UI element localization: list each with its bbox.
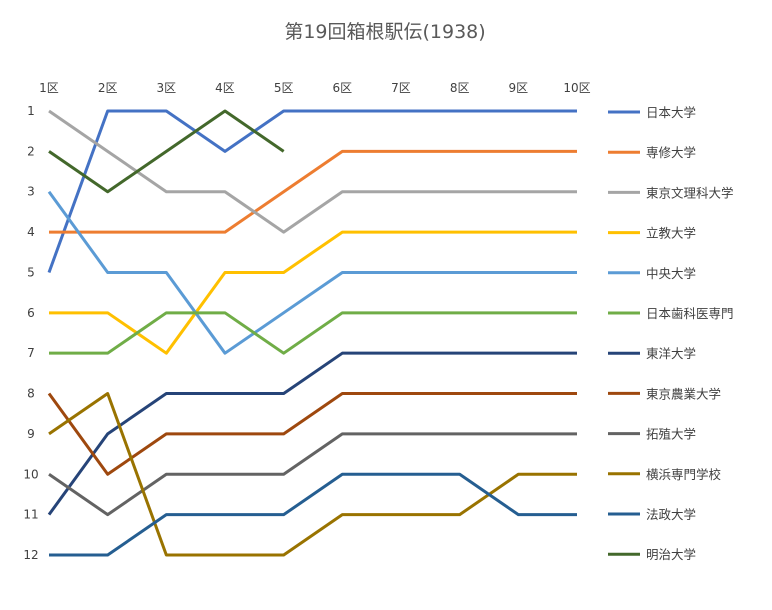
legend-item: 中央大学 bbox=[608, 266, 696, 281]
series-line bbox=[48, 432, 577, 517]
x-tick-label: 1区 bbox=[39, 81, 59, 95]
legend-label: 東洋大学 bbox=[646, 346, 696, 361]
legend-label: 東京文理科大学 bbox=[646, 185, 734, 200]
y-tick-label: 10 bbox=[23, 467, 38, 481]
series-line bbox=[48, 392, 577, 557]
series-lines bbox=[47, 109, 577, 557]
legend-item: 拓殖大学 bbox=[608, 427, 696, 442]
legend-label: 東京農業大学 bbox=[646, 386, 721, 401]
legend-item: 明治大学 bbox=[608, 547, 696, 562]
x-tick-label: 2区 bbox=[98, 81, 118, 95]
legend-item: 日本歯科医専門 bbox=[608, 306, 734, 321]
series-line bbox=[49, 311, 577, 355]
legend-label: 明治大学 bbox=[646, 547, 696, 562]
x-tick-label: 5区 bbox=[274, 81, 294, 95]
series-line bbox=[48, 109, 285, 194]
legend-label: 横浜専門学校 bbox=[646, 467, 722, 482]
series-line bbox=[47, 392, 577, 476]
series-line bbox=[47, 351, 577, 516]
x-tick-label: 9区 bbox=[509, 81, 529, 95]
legend-label: 日本歯科医専門 bbox=[646, 306, 734, 321]
legend-item: 東京農業大学 bbox=[608, 386, 721, 401]
legend: 日本大学専修大学東京文理科大学立教大学中央大学日本歯科医専門東洋大学東京農業大学… bbox=[608, 105, 734, 562]
x-tick-label: 6区 bbox=[333, 81, 353, 95]
legend-item: 東京文理科大学 bbox=[608, 185, 734, 200]
chart-title: 第19回箱根駅伝(1938) bbox=[284, 21, 485, 43]
x-tick-label: 3区 bbox=[157, 81, 177, 95]
x-tick-label: 8区 bbox=[450, 81, 470, 95]
legend-item: 専修大学 bbox=[608, 145, 696, 160]
legend-item: 東洋大学 bbox=[608, 346, 696, 361]
legend-item: 日本大学 bbox=[608, 105, 696, 120]
y-tick-label: 4 bbox=[27, 225, 35, 239]
x-tick-label: 4区 bbox=[215, 81, 235, 95]
series-line bbox=[49, 149, 577, 234]
y-tick-label: 12 bbox=[23, 548, 38, 562]
series-line bbox=[49, 472, 577, 557]
legend-label: 立教大学 bbox=[646, 226, 696, 241]
x-tick-label: 10区 bbox=[563, 81, 590, 95]
series-line bbox=[47, 190, 577, 355]
x-tick-label: 7区 bbox=[391, 81, 411, 95]
legend-label: 法政大学 bbox=[646, 507, 696, 522]
legend-label: 中央大学 bbox=[646, 266, 696, 281]
y-tick-label: 7 bbox=[27, 346, 35, 360]
y-tick-label: 8 bbox=[27, 387, 35, 401]
y-tick-label: 6 bbox=[27, 306, 35, 320]
x-axis-ticks: 1区 2区 3区 4区 5区 6区 7区 8区 9区 10区 bbox=[39, 81, 590, 95]
legend-label: 拓殖大学 bbox=[646, 427, 696, 442]
y-tick-label: 5 bbox=[27, 265, 35, 279]
series-line bbox=[47, 109, 577, 273]
legend-item: 立教大学 bbox=[608, 226, 696, 241]
legend-item: 法政大学 bbox=[608, 507, 696, 522]
y-tick-label: 3 bbox=[27, 185, 35, 199]
y-tick-label: 9 bbox=[27, 427, 35, 441]
y-tick-label: 11 bbox=[23, 508, 38, 522]
legend-label: 専修大学 bbox=[646, 145, 696, 160]
y-tick-label: 2 bbox=[27, 144, 35, 158]
legend-label: 日本大学 bbox=[646, 105, 696, 120]
legend-item: 横浜専門学校 bbox=[608, 467, 722, 482]
y-tick-label: 1 bbox=[27, 104, 35, 118]
